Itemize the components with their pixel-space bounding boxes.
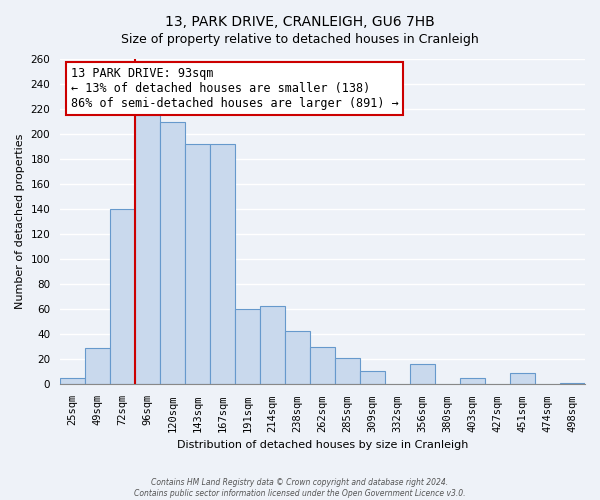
Text: 13 PARK DRIVE: 93sqm
← 13% of detached houses are smaller (138)
86% of semi-deta: 13 PARK DRIVE: 93sqm ← 13% of detached h… [71,67,398,110]
Bar [260,306,285,384]
Bar [310,347,335,385]
X-axis label: Distribution of detached houses by size in Cranleigh: Distribution of detached houses by size … [177,440,468,450]
Bar [235,310,260,384]
Text: Contains HM Land Registry data © Crown copyright and database right 2024.
Contai: Contains HM Land Registry data © Crown c… [134,478,466,498]
Text: Size of property relative to detached houses in Cranleigh: Size of property relative to detached ho… [121,32,479,46]
Bar [85,348,110,385]
Bar [110,209,135,384]
Bar [460,378,485,384]
Text: 13, PARK DRIVE, CRANLEIGH, GU6 7HB: 13, PARK DRIVE, CRANLEIGH, GU6 7HB [165,15,435,29]
Bar [185,144,210,384]
Bar [335,358,360,384]
Bar [285,330,310,384]
Bar [560,383,585,384]
Bar [360,370,385,384]
Bar [160,122,185,384]
Bar [135,116,160,384]
Y-axis label: Number of detached properties: Number of detached properties [15,134,25,310]
Bar [210,144,235,384]
Bar [60,378,85,384]
Bar [510,373,535,384]
Bar [410,364,435,384]
